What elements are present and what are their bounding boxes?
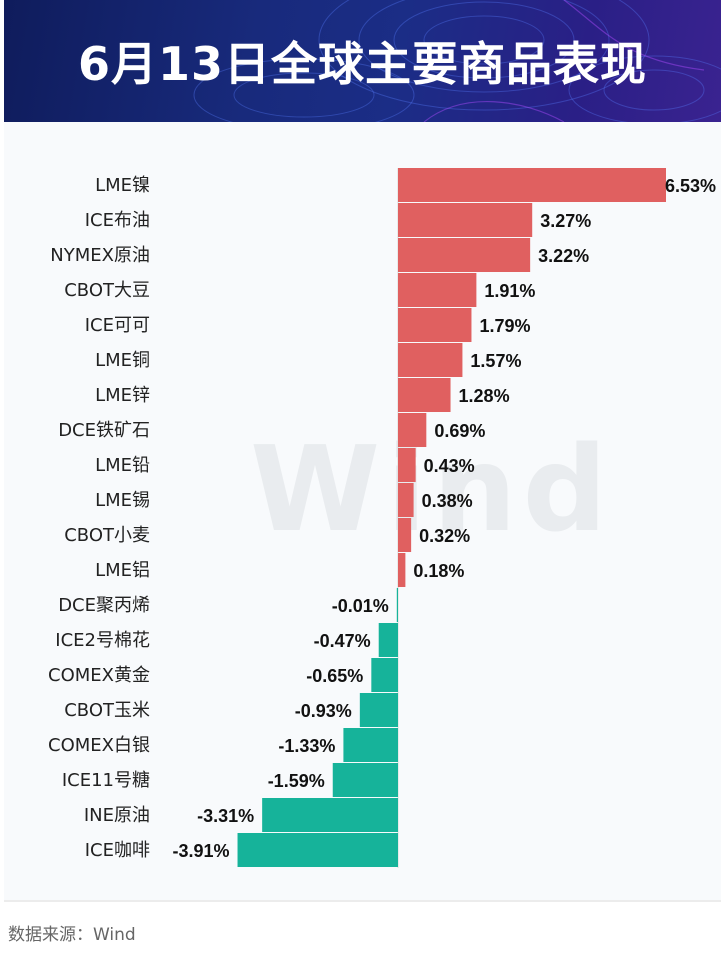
value-label: -1.59%	[268, 771, 325, 791]
value-label: 0.38%	[422, 491, 473, 511]
bar	[398, 518, 412, 552]
category-label: DCE铁矿石	[58, 420, 150, 441]
category-label: INE原油	[84, 805, 150, 826]
watermark: Wind	[250, 420, 614, 558]
value-label: -0.65%	[306, 666, 363, 686]
value-label: 1.57%	[470, 351, 521, 371]
category-label: LME锡	[95, 490, 150, 511]
value-label: -0.47%	[314, 631, 371, 651]
category-label: COMEX白银	[48, 735, 150, 756]
bar	[237, 833, 398, 867]
bar	[398, 203, 533, 237]
category-label: ICE咖啡	[85, 840, 150, 861]
category-label: DCE聚丙烯	[58, 595, 150, 616]
value-label: 1.91%	[484, 281, 535, 301]
category-label: ICE布油	[85, 210, 150, 231]
category-label: ICE11号糖	[62, 770, 150, 791]
header-banner: 6月13日全球主要商品表现	[4, 0, 721, 122]
value-label: 0.32%	[419, 526, 470, 546]
bar	[398, 378, 451, 412]
value-label: -0.01%	[332, 596, 389, 616]
value-label: -3.31%	[197, 806, 254, 826]
bar	[398, 308, 472, 342]
value-label: 3.27%	[540, 211, 591, 231]
bar	[398, 168, 666, 202]
value-label: 0.69%	[434, 421, 485, 441]
bar-chart: LME镍 6.53% ICE布油 3.27% NYMEX原油 3.22% CBOT大豆 1.9…	[48, 168, 716, 868]
category-label: LME铅	[95, 455, 150, 476]
bar	[398, 483, 414, 517]
contour-background-decoration	[193, 0, 721, 122]
value-label: 1.79%	[479, 316, 530, 336]
category-label: CBOT小麦	[64, 525, 150, 546]
value-label: -1.33%	[278, 736, 335, 756]
category-label: LME镍	[95, 175, 150, 196]
value-label: -3.91%	[172, 841, 229, 861]
value-label: -0.93%	[295, 701, 352, 721]
bar	[359, 693, 398, 727]
bar	[398, 343, 463, 377]
bar	[398, 238, 531, 272]
category-label: NYMEX原油	[50, 245, 150, 266]
bar	[396, 588, 398, 622]
page-title: 6月13日全球主要商品表现	[77, 37, 648, 91]
bar	[398, 553, 406, 587]
value-label: 0.43%	[424, 456, 475, 476]
bar	[398, 273, 477, 307]
category-label: ICE2号棉花	[55, 630, 150, 651]
bar	[378, 623, 398, 657]
bar	[398, 413, 427, 447]
bar	[398, 448, 416, 482]
category-label: ICE可可	[85, 315, 150, 336]
bar	[262, 798, 398, 832]
value-label: 1.28%	[459, 386, 510, 406]
value-label: 6.53%	[665, 176, 716, 196]
category-label: CBOT大豆	[64, 280, 150, 301]
category-label: LME铝	[95, 560, 150, 581]
bar	[371, 658, 398, 692]
category-label: COMEX黄金	[48, 665, 150, 686]
category-label: LME锌	[95, 385, 150, 406]
value-label: 0.18%	[413, 561, 464, 581]
source-note: 数据来源：Wind	[8, 925, 136, 945]
value-label: 3.22%	[538, 246, 589, 266]
category-label: LME铜	[95, 350, 150, 371]
bar	[343, 728, 398, 762]
bar	[332, 763, 398, 797]
category-label: CBOT玉米	[64, 700, 150, 721]
